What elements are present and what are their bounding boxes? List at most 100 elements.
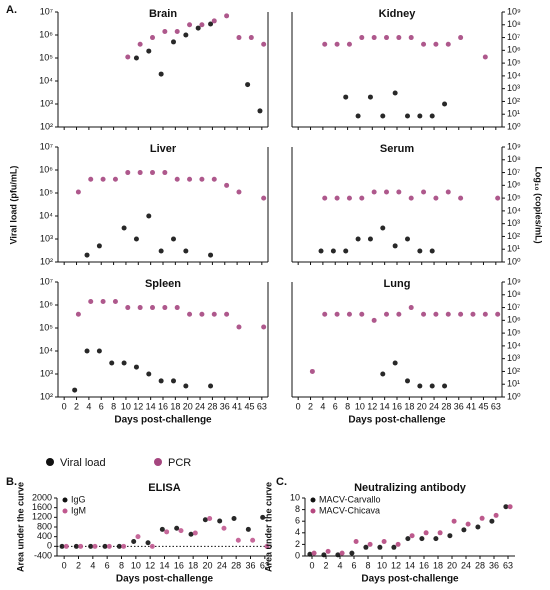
data-point: [72, 387, 78, 393]
x-tick-label: 41: [232, 401, 242, 411]
data-point: [162, 170, 168, 176]
y-tick-label: 1200: [32, 512, 52, 522]
chart-title: Liver: [150, 143, 177, 155]
y-tick-label: 10³: [40, 368, 53, 378]
x-tick-label: 12: [391, 560, 401, 570]
x-tick-label: 4: [337, 560, 342, 570]
y-tick-label: 2: [295, 539, 300, 549]
data-point: [116, 543, 122, 549]
data-point: [224, 311, 230, 317]
data-point: [137, 41, 143, 47]
data-point: [461, 527, 467, 533]
x-tick-label: 28: [475, 560, 485, 570]
data-point: [248, 35, 254, 41]
data-point: [137, 170, 143, 176]
y-tick-label: 10⁶: [39, 29, 53, 39]
legend-label: IgM: [71, 505, 86, 515]
x-tick-label: 4: [90, 560, 95, 570]
x-tick-label: 12: [133, 401, 143, 411]
x-tick-label: 18: [433, 560, 443, 570]
data-point: [447, 533, 453, 539]
x-tick-label: 63: [257, 401, 267, 411]
x-tick-label: 16: [392, 401, 402, 411]
y2-tick-label: 10⁷: [507, 167, 520, 177]
x-tick-label: 20: [183, 401, 193, 411]
x-tick-label: 0: [309, 560, 314, 570]
x-tick-label: 14: [146, 401, 156, 411]
data-point: [236, 35, 242, 41]
data-point: [260, 514, 266, 520]
data-point: [146, 213, 152, 219]
y-axis-label: Area under the curve: [15, 482, 25, 572]
legend-label: PCR: [168, 457, 191, 469]
x-tick-label: 6: [99, 401, 104, 411]
x-tick-label: 6: [105, 560, 110, 570]
data-point: [311, 550, 317, 556]
y2-tick-label: 10⁴: [507, 70, 521, 80]
data-point: [343, 94, 349, 100]
x-tick-label: 2: [76, 560, 81, 570]
data-point: [437, 530, 443, 536]
x-axis-label: Days post-challenge: [348, 415, 446, 426]
y2-tick-label: 10⁰: [507, 391, 521, 401]
x-tick-label: 63: [491, 401, 501, 411]
legend-label: MACV-Carvallo: [319, 494, 381, 504]
y-axis-label: Area under the curve: [263, 482, 273, 572]
legend-label: MACV-Chicava: [319, 505, 380, 515]
y2-tick-label: 10²: [507, 96, 520, 106]
data-point: [221, 525, 227, 531]
data-point: [195, 25, 201, 31]
y-tick-label: 10⁴: [39, 345, 53, 355]
data-point: [174, 525, 180, 531]
panel-label: C.: [276, 476, 287, 488]
y-tick-label: 800: [37, 521, 52, 531]
data-point: [199, 311, 205, 317]
y2-tick-label: 10⁸: [507, 154, 521, 164]
x-tick-label: 24: [195, 401, 205, 411]
data-point: [261, 324, 267, 330]
data-point: [174, 176, 180, 182]
y2-tick-label: 10⁶: [507, 315, 521, 325]
x-tick-label: 4: [320, 401, 325, 411]
data-point: [405, 536, 411, 542]
data-point: [346, 195, 352, 201]
x-tick-label: 36: [220, 401, 230, 411]
x-tick-label: 6: [333, 401, 338, 411]
x-tick-label: 2: [308, 401, 313, 411]
panel-label: A.: [6, 4, 17, 16]
data-point: [433, 536, 439, 542]
y2-tick-label: 10⁰: [507, 256, 521, 266]
data-point: [417, 248, 423, 254]
data-point: [419, 536, 425, 542]
data-point: [445, 189, 451, 195]
data-point: [192, 530, 198, 536]
data-point: [131, 539, 137, 544]
data-point: [349, 550, 355, 556]
data-point: [264, 543, 270, 549]
data-point: [380, 371, 386, 377]
data-point: [359, 35, 365, 41]
x-tick-label: 0: [62, 401, 67, 411]
chart-title: Kidney: [379, 8, 417, 20]
x-tick-label: 18: [188, 560, 198, 570]
data-point: [121, 543, 127, 549]
legend-marker: [62, 497, 68, 503]
data-point: [75, 189, 81, 195]
y-tick-label: 10²: [40, 256, 53, 266]
x-tick-label: 45: [478, 401, 488, 411]
y2-tick-label: 10²: [507, 231, 520, 241]
data-point: [377, 544, 383, 550]
data-point: [178, 528, 184, 534]
x-axis-label: Days post-challenge: [361, 574, 459, 585]
data-point: [363, 544, 369, 550]
data-point: [245, 526, 251, 532]
data-point: [381, 539, 387, 544]
data-point: [162, 305, 168, 311]
data-point: [384, 311, 389, 317]
data-point: [367, 236, 373, 242]
data-point: [75, 311, 81, 317]
y2-tick-label: 10⁴: [507, 340, 521, 350]
data-point: [211, 18, 217, 24]
y2-tick-label: 10⁰: [507, 121, 521, 131]
data-point: [371, 35, 377, 41]
